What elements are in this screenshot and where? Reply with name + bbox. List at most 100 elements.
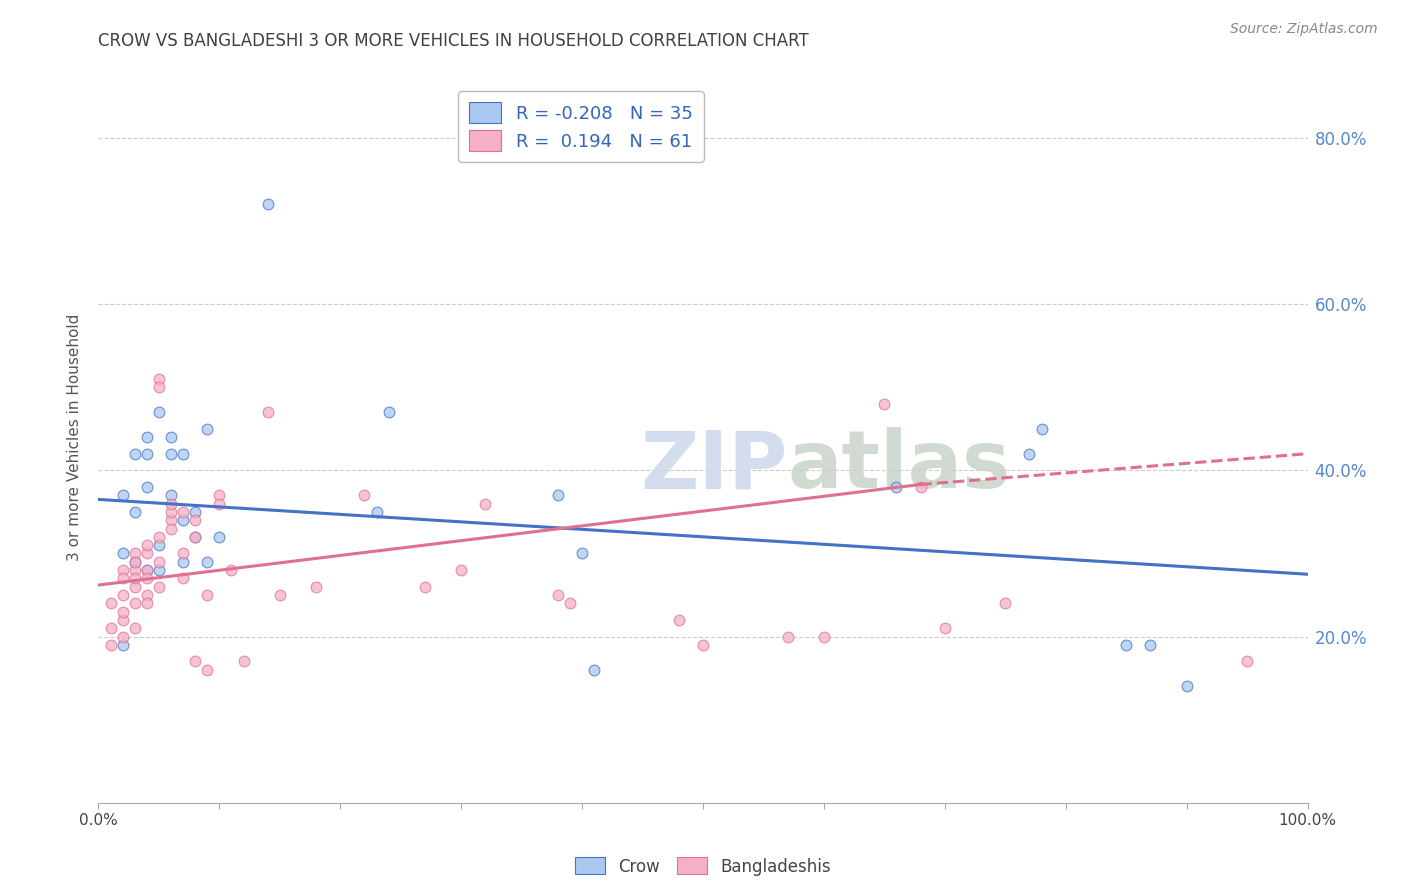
Point [148,538,170,552]
Point [172,447,194,461]
Point [1031,422,1053,436]
Point [124,596,146,610]
Point [221,563,243,577]
Point [135,480,157,494]
Point [571,546,593,560]
Point [160,497,183,511]
Point [148,380,170,394]
Point [148,580,170,594]
Point [413,580,436,594]
Point [148,563,170,577]
Point [172,505,194,519]
Point [124,563,146,577]
Point [124,571,146,585]
Point [160,521,183,535]
Point [135,447,157,461]
Point [256,405,278,419]
Point [195,588,218,602]
Point [124,546,146,560]
Point [195,663,218,677]
Point [886,480,908,494]
Point [776,630,799,644]
Point [910,480,932,494]
Point [1139,638,1161,652]
Point [160,488,183,502]
Point [111,613,134,627]
Point [135,546,157,560]
Point [269,588,291,602]
Point [111,630,134,644]
Point [135,571,157,585]
Point [111,571,134,585]
Point [135,563,157,577]
Point [111,638,134,652]
Point [184,505,207,519]
Point [111,588,134,602]
Point [994,596,1017,610]
Point [135,596,157,610]
Point [184,655,207,669]
Point [184,530,207,544]
Point [692,638,714,652]
Text: CROW VS BANGLADESHI 3 OR MORE VEHICLES IN HOUSEHOLD CORRELATION CHART: CROW VS BANGLADESHI 3 OR MORE VEHICLES I… [98,32,810,50]
Point [111,563,134,577]
Point [124,555,146,569]
Point [1236,655,1258,669]
Point [135,588,157,602]
Point [172,513,194,527]
Point [111,605,134,619]
Point [873,397,896,411]
Point [813,630,835,644]
Point [100,638,122,652]
Point [353,488,375,502]
Point [232,655,254,669]
Point [160,505,183,519]
Point [160,513,183,527]
Text: atlas: atlas [787,427,1011,506]
Point [124,447,146,461]
Point [208,497,231,511]
Point [100,621,122,635]
Legend: Crow, Bangladeshis: Crow, Bangladeshis [568,851,838,882]
Point [135,563,157,577]
Y-axis label: 3 or more Vehicles in Household: 3 or more Vehicles in Household [67,313,83,561]
Point [148,405,170,419]
Point [450,563,472,577]
Point [1175,680,1198,694]
Point [184,530,207,544]
Point [172,546,194,560]
Point [1115,638,1137,652]
Point [172,571,194,585]
Point [184,513,207,527]
Point [934,621,956,635]
Point [124,505,146,519]
Point [148,555,170,569]
Point [377,405,399,419]
Point [148,530,170,544]
Point [547,588,569,602]
Point [305,580,328,594]
Point [558,596,581,610]
Point [124,580,146,594]
Point [668,613,690,627]
Point [135,538,157,552]
Point [124,621,146,635]
Point [124,555,146,569]
Point [160,447,183,461]
Point [547,488,569,502]
Point [160,430,183,444]
Point [1018,447,1040,461]
Point [583,663,606,677]
Point [100,596,122,610]
Point [208,488,231,502]
Text: ZIP: ZIP [640,427,787,506]
Text: Source: ZipAtlas.com: Source: ZipAtlas.com [1230,22,1378,37]
Point [474,497,496,511]
Point [111,546,134,560]
Point [172,555,194,569]
Point [256,197,278,211]
Point [208,530,231,544]
Point [366,505,388,519]
Point [135,430,157,444]
Point [195,555,218,569]
